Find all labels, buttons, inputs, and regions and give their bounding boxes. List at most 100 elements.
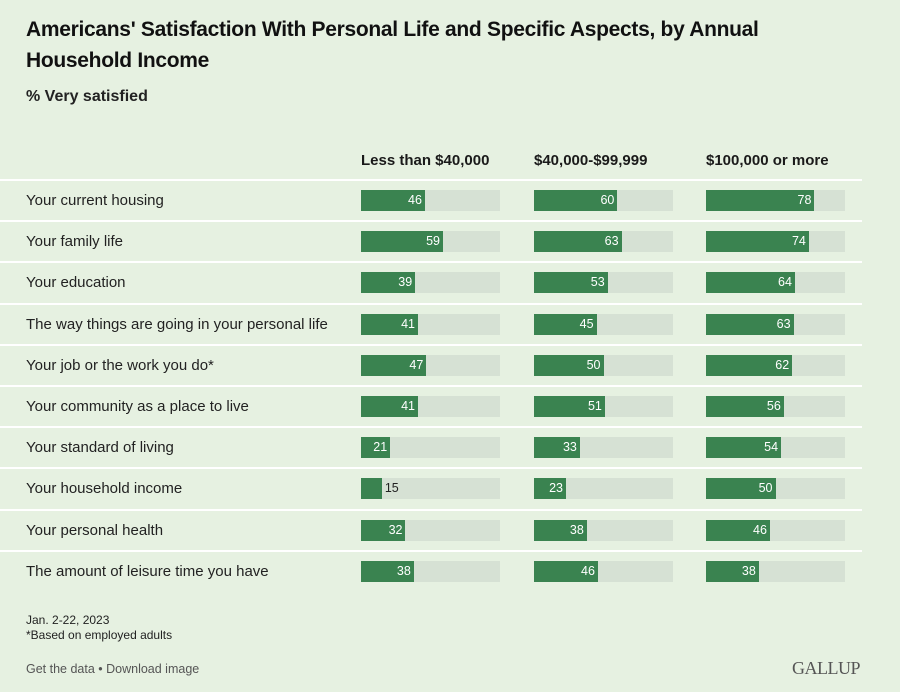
bar <box>534 231 622 253</box>
bar <box>706 354 793 376</box>
bar-value-label: 47 <box>409 357 424 372</box>
row-divider <box>0 179 862 181</box>
bar-value-label: 46 <box>581 563 595 578</box>
bar-value-label: 62 <box>775 357 790 372</box>
bar-track: 63 <box>706 313 845 335</box>
row-label: Your community as a place to live <box>26 398 249 415</box>
bar-value-label: 74 <box>791 234 806 249</box>
chart-row: Your family life 59 63 74 <box>0 221 862 262</box>
bar-value-label: 63 <box>776 316 791 331</box>
bar-value-label: 23 <box>549 481 563 496</box>
footnote: *Based on employed adults <box>26 628 173 642</box>
column-header: $100,000 or more <box>706 152 829 169</box>
bar-value-label: 59 <box>426 234 440 249</box>
bar <box>361 560 414 582</box>
bar <box>361 437 391 459</box>
bar-value-label: 63 <box>604 234 619 249</box>
bar-value-label: 54 <box>764 440 779 455</box>
bar-track: 53 <box>534 272 673 294</box>
bar-value-label: 39 <box>398 275 413 290</box>
bar <box>706 478 776 500</box>
row-divider <box>0 220 862 223</box>
bar-value-label: 60 <box>600 193 615 207</box>
bar-track: 51 <box>534 396 673 417</box>
bar-track: 78 <box>706 190 845 211</box>
row-divider <box>0 549 862 552</box>
row-label: Your personal health <box>26 521 164 539</box>
bar-track: 21 <box>361 437 500 459</box>
bar <box>361 396 418 417</box>
column-header: Less than $40,000 <box>361 152 490 169</box>
bar-value-label: 51 <box>587 399 602 413</box>
row-divider <box>0 261 862 264</box>
bar-value-label: 53 <box>590 275 605 290</box>
column-header: $40,000-$99,999 <box>534 152 648 169</box>
chart-row: Your current housing 46 60 78 <box>0 180 862 221</box>
row-label: Your current housing <box>26 192 164 209</box>
row-divider <box>0 508 862 511</box>
bar-value-label: 38 <box>741 563 756 578</box>
bar-track: 74 <box>706 231 845 253</box>
bar-track: 38 <box>361 560 500 582</box>
footer-links[interactable]: Get the data • Download image <box>26 662 200 676</box>
row-divider <box>0 426 862 429</box>
bar <box>706 396 784 417</box>
bar-track: 47 <box>361 354 500 376</box>
row-label: Your education <box>26 274 126 292</box>
chart-subtitle: % Very satisfied <box>26 88 148 105</box>
row-label: Your family life <box>26 233 123 251</box>
bar <box>534 560 598 582</box>
bar-value-label: 41 <box>401 316 415 331</box>
row-divider <box>0 343 862 346</box>
bar-value-label: 50 <box>586 357 601 372</box>
bar-track: 33 <box>534 437 673 459</box>
bar-value-label: 15 <box>384 481 399 496</box>
bar-track: 38 <box>706 560 845 582</box>
bar-value-label: 38 <box>569 522 584 537</box>
bar <box>534 396 605 417</box>
row-divider <box>0 467 862 470</box>
bar-track: 46 <box>361 190 500 211</box>
bar-value-label: 33 <box>562 440 577 455</box>
bar <box>534 519 587 541</box>
bar-value-label: 56 <box>766 399 781 413</box>
bar-value-label: 64 <box>778 275 792 290</box>
bar-track: 32 <box>361 519 500 541</box>
row-label: Your standard of living <box>26 439 174 457</box>
row-divider <box>0 302 862 305</box>
bar <box>534 190 618 211</box>
bar <box>534 272 608 294</box>
bar <box>534 354 604 376</box>
bar-track: 45 <box>534 313 673 335</box>
bar-track: 46 <box>706 519 845 541</box>
bar <box>706 272 795 294</box>
bar-track: 59 <box>361 231 500 253</box>
bar-track: 64 <box>706 272 845 294</box>
bar <box>361 190 425 211</box>
bar <box>706 231 809 253</box>
bar-track: 15 <box>361 478 500 500</box>
bar-value-label: 21 <box>373 440 388 455</box>
bar-value-label: 78 <box>797 193 812 207</box>
bar-value-label: 32 <box>388 522 403 537</box>
bar-value-label: 46 <box>408 193 422 207</box>
bar <box>361 519 406 541</box>
bar-track: 50 <box>534 354 673 376</box>
bar-track: 39 <box>361 272 500 294</box>
gallup-logo: GALLUP <box>792 658 861 678</box>
bar-track: 41 <box>361 396 500 417</box>
bar <box>361 313 418 335</box>
chart-row: The way things are going in your persona… <box>0 304 862 345</box>
bar <box>361 478 382 500</box>
bar <box>706 190 815 211</box>
bar-track: 56 <box>706 396 845 417</box>
bar <box>534 478 566 500</box>
bar-value-label: 50 <box>758 481 773 496</box>
bar-value-label: 45 <box>579 316 594 331</box>
chart-row: The amount of leisure time you have 38 46 3… <box>0 551 862 592</box>
row-label: Your household income <box>26 480 183 498</box>
chart-row: Your personal health 32 38 46 <box>0 510 862 551</box>
bar-track: 63 <box>534 231 673 253</box>
bar <box>361 231 443 253</box>
bar-track: 62 <box>706 354 845 376</box>
